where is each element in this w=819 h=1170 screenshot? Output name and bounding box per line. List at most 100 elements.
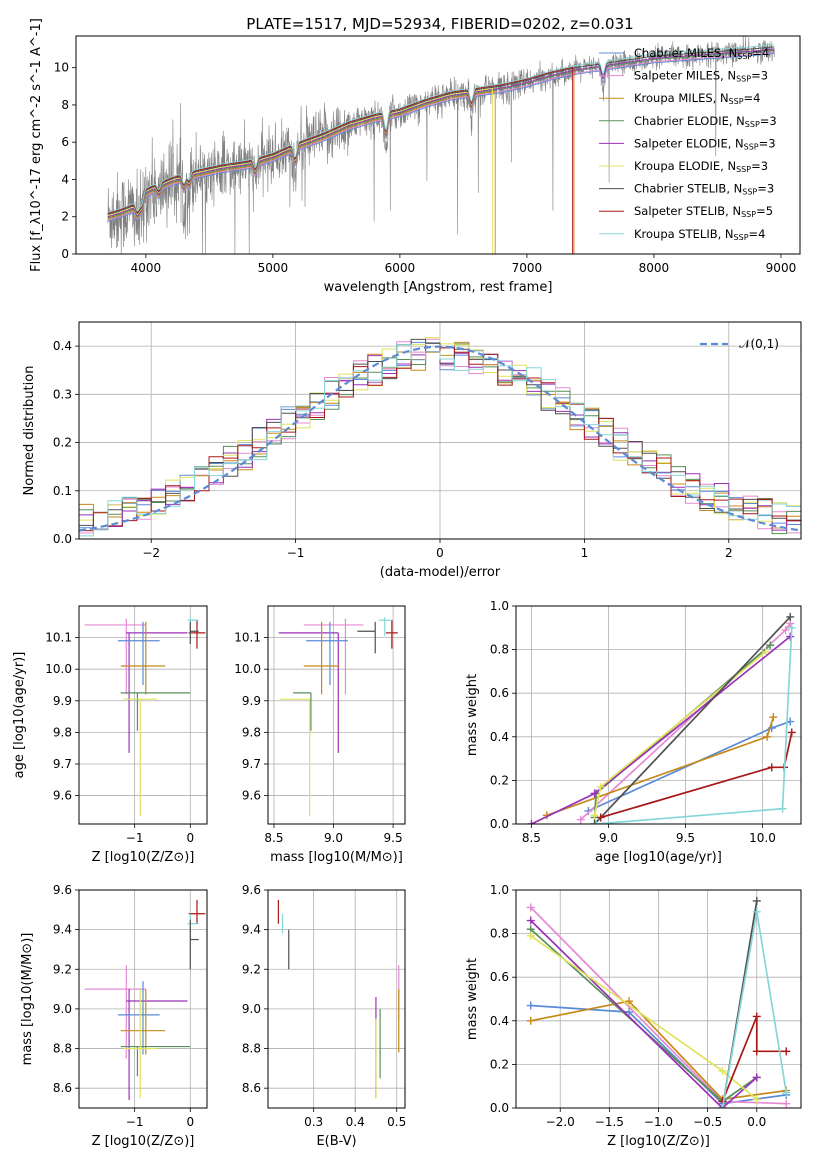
model-line-kroupa-stelib [107,44,775,213]
mass-age-xtick-label: 9.5 [384,831,403,845]
point-salpeter-elodie [526,916,535,925]
model-line-salpeter-miles [107,51,775,221]
mass-age-ytick-label: 9.9 [242,694,261,708]
z-massweight-xtick-label: −0.5 [693,1115,722,1129]
residuals-xlabel: (data-model)/error [380,565,501,580]
ebv-mass-xlabel: E(B-V) [316,1134,356,1149]
point-kroupa-elodie [526,931,535,940]
residuals-plot-area [79,337,801,539]
z-mass-ytick-label: 9.2 [53,962,72,976]
point-kroupa-elodie [752,1095,761,1104]
residuals-ytick-label: 0.3 [53,387,72,401]
legend-label-count: =3 [759,136,776,150]
hist-kroupa-stelib [79,344,801,539]
point-kroupa-elodie [718,1066,727,1075]
legend-label: Chabrier STELIB, NSSP=3 [634,182,774,197]
legend-label: Salpeter STELIB, NSSP=5 [634,204,773,219]
residuals-frame [78,321,802,540]
ebv-mass-ytick-label: 8.6 [242,1081,261,1095]
z-mass-frame [78,889,208,1109]
z-massweight-ytick-label: 0.8 [490,927,509,941]
point-kroupa-stelib [752,907,761,916]
legend-label-text: Kroupa STELIB, N [634,227,734,241]
z-age-ytick-label: 10.1 [45,631,72,645]
point-kroupa-miles [625,997,634,1006]
legend-label-count: =3 [760,114,777,128]
z-massweight-ylabel: mass weight [465,958,480,1040]
gaussian-legend-label: 𝒩(0,1) [739,337,779,351]
point-salpeter-stelib [752,1047,761,1056]
z-mass-ytick-label: 9.4 [53,923,72,937]
mass-age-ytick-label: 9.7 [242,757,261,771]
point-chabrier-stelib [590,820,599,824]
age-massweight-ytick-label: 1.0 [490,599,509,613]
model-line-chabrier-stelib [107,46,775,215]
legend-label-text: Salpeter STELIB, N [634,204,741,218]
legend-label-sub: SSP [745,120,760,129]
mass-age-ytick-label: 10.1 [234,631,261,645]
z-massweight-panel: −2.0 −1.5 −1.0 −0.5 0.0 0.0 0.2 0.4 0.6 0.8 1.0 Z [… [465,883,802,1149]
point-salpeter-miles [576,815,585,824]
z-massweight-xtick-label: 0.0 [747,1115,766,1129]
residuals-ylabel: Normed distribution [22,366,37,496]
point-kroupa-miles [526,1016,535,1025]
point-kroupa-elodie [596,782,605,791]
point-kroupa-miles [769,713,778,722]
mass-age-ytick-label: 9.8 [242,725,261,739]
legend-label-sub: SSP [736,75,751,84]
age-massweight-xtick-label: 9.0 [599,831,618,845]
residuals-xtick-label: −2 [142,546,160,560]
age-massweight-ytick-label: 0.4 [490,730,509,744]
legend-label: Kroupa ELODIE, NSSP=3 [634,159,768,174]
ebv-mass-xtick-label: 0.5 [387,1115,406,1129]
legend-label-count: =5 [756,204,773,218]
point-salpeter-stelib [767,763,776,772]
ebv-mass-panel: 0.3 0.4 0.5 8.6 8.8 9.0 9.2 9.4 9.6 E(B-V) [242,883,406,1149]
spectrum-ytick-label: 4 [61,172,69,186]
legend-label-text: Chabrier ELODIE, N [634,114,745,128]
residuals-xtick-label: 1 [581,546,589,560]
spectrum-xtick-label: 7000 [512,261,543,275]
z-massweight-xlabel: Z [log10(Z/Z⊙)] [607,1134,710,1149]
point-salpeter-elodie [752,1073,761,1082]
spectrum-ytick-label: 0 [61,247,69,261]
z-mass-xlabel: Z [log10(Z/Z⊙)] [92,1134,195,1149]
z-massweight-xtick-label: −1.5 [595,1115,624,1129]
spectrum-ytick-label: 10 [54,61,69,75]
spectrum-xtick-label: 8000 [639,261,670,275]
spectrum-panel: 4000 5000 6000 7000 8000 9000 0 2 4 6 8 10 wavelengt… [29,18,801,295]
z-age-xtick-label: 0 [186,831,194,845]
age-massweight-plot-area [527,612,796,824]
age-massweight-ylabel: mass weight [465,674,480,756]
mass-age-xtick-label: 9.0 [324,831,343,845]
z-age-ytick-label: 9.8 [53,725,72,739]
age-massweight-ytick-label: 0.0 [490,817,509,831]
point-salpeter-stelib [787,728,796,737]
z-massweight-ytick-label: 1.0 [490,883,509,897]
point-chabrier-miles [625,1008,634,1017]
z-mass-xtick-label: −1 [126,1115,144,1129]
model-line-chabrier-miles [107,53,775,222]
point-chabrier-stelib [786,612,795,621]
legend-label-sub: SSP [742,188,757,197]
point-salpeter-elodie [786,632,795,641]
legend-label-text: Salpeter MILES, N [634,69,736,83]
legend-label: Salpeter MILES, NSSP=3 [634,69,768,84]
spectrum-frame [75,35,801,255]
point-chabrier-stelib [752,896,761,905]
legend-label-text: Salpeter ELODIE, N [634,136,744,150]
ebv-mass-ytick-label: 8.8 [242,1042,261,1056]
z-mass-ytick-label: 9.6 [53,883,72,897]
z-massweight-xtick-label: −1.0 [644,1115,673,1129]
model-line-chabrier-elodie [107,49,775,219]
residuals-ytick-label: 0.4 [53,339,72,353]
point-kroupa-stelib [778,804,787,813]
legend-label: Salpeter ELODIE, NSSP=3 [634,136,776,151]
spectrum-plot-area [107,36,775,254]
z-age-xtick-label: −1 [126,831,144,845]
z-age-plot-area [84,617,206,817]
point-kroupa-elodie [761,647,770,656]
model-line-kroupa-elodie [107,87,494,254]
series-salpeter-stelib [721,1016,787,1102]
